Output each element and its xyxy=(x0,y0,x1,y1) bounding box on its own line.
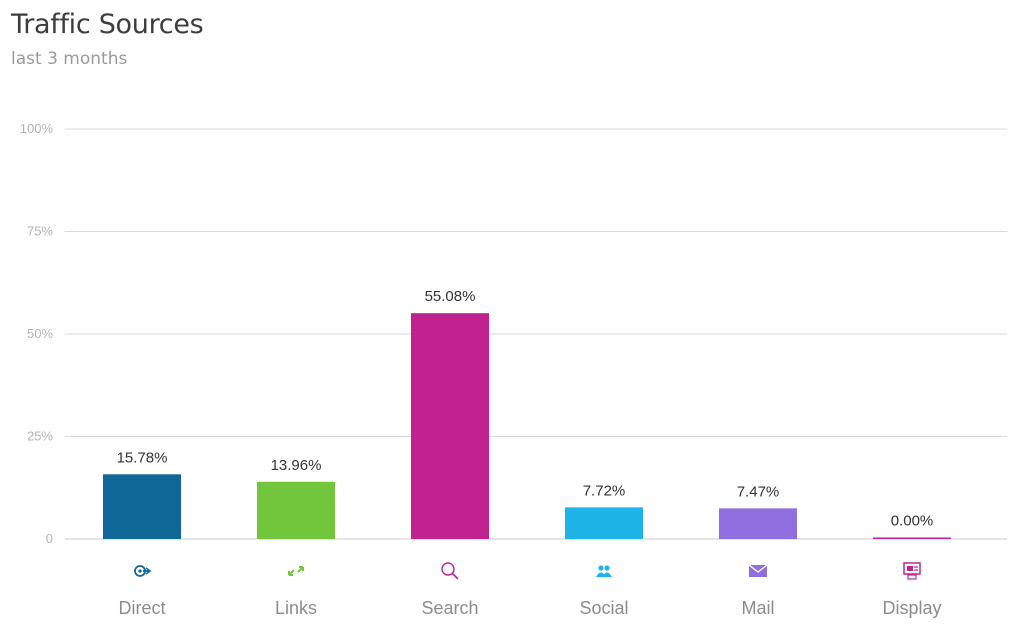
y-tick-label: 75% xyxy=(27,224,53,239)
direct-icon xyxy=(134,565,152,577)
chart-subtitle: last 3 months xyxy=(11,49,128,69)
data-label-mail: 7.47% xyxy=(737,483,780,500)
mail-icon xyxy=(748,564,768,577)
bar-direct[interactable] xyxy=(103,474,181,539)
bar-links[interactable] xyxy=(257,481,335,539)
search-icon xyxy=(441,562,459,580)
y-tick-label: 0 xyxy=(46,531,53,546)
data-label-direct: 15.78% xyxy=(117,449,168,466)
data-label-search: 55.08% xyxy=(425,288,476,305)
category-label-social: Social xyxy=(579,598,628,618)
bar-search[interactable] xyxy=(411,313,489,539)
y-tick-label: 100% xyxy=(20,121,54,136)
category-label-search: Search xyxy=(421,598,478,618)
bar-mail[interactable] xyxy=(719,508,797,539)
social-icon xyxy=(596,565,612,577)
category-label-links: Links xyxy=(275,598,317,618)
y-tick-label: 50% xyxy=(27,326,53,341)
links-icon xyxy=(288,566,304,576)
data-label-display: 0.00% xyxy=(891,513,934,530)
category-label-mail: Mail xyxy=(741,598,774,618)
display-icon xyxy=(903,562,921,580)
category-label-direct: Direct xyxy=(118,598,165,618)
y-tick-label: 25% xyxy=(27,429,53,444)
data-label-social: 7.72% xyxy=(583,482,626,499)
bar-social[interactable] xyxy=(565,507,643,539)
bar-display[interactable] xyxy=(873,537,951,540)
chart-title: Traffic Sources xyxy=(11,9,204,40)
data-label-links: 13.96% xyxy=(271,457,322,474)
category-label-display: Display xyxy=(882,598,941,618)
